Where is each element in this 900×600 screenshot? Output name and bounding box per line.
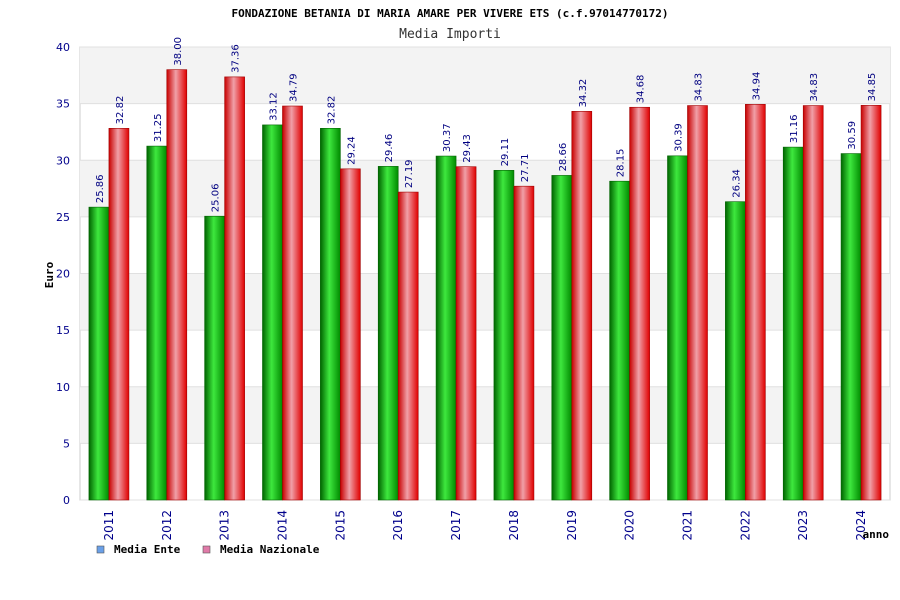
bar-media-ente-2013 [204,215,225,501]
value-label: 33.12 [269,92,280,121]
bar-media-nazionale-2015 [340,168,361,501]
bar-media-nazionale-2016 [397,191,419,501]
bar-media-ente-2017 [435,155,457,501]
value-label: 30.39 [674,123,685,152]
bar-media-ente-2014 [262,124,283,501]
value-label: 38.00 [173,37,184,66]
y-tick-label: 5 [63,437,70,450]
y-tick-label: 25 [56,211,70,224]
bar-media-ente-2011 [88,206,110,501]
bar-media-nazionale-2018 [513,185,535,501]
legend-label: Media Ente [114,543,181,556]
value-label: 25.06 [211,184,222,213]
y-axis-ticks: 0 5 10 15 20 25 30 35 40 [56,41,70,507]
bar-media-nazionale-2021 [687,105,708,501]
value-label: 29.11 [500,138,511,167]
x-axis-label: anno [863,528,890,541]
y-tick-label: 15 [56,324,70,337]
y-tick-label: 35 [56,98,70,111]
y-tick-label: 30 [56,154,70,167]
bar-media-ente-2021 [667,155,688,501]
bar-media-nazionale-2014 [282,105,303,501]
x-axis-ticks: 2011 2012 2013 2014 2015 2016 2017 2018 2019 2020… [102,510,868,541]
y-tick-label: 20 [56,268,70,281]
bar-media-ente-2016 [377,166,399,501]
value-label: 29.43 [462,134,473,163]
bar-media-nazionale-2019 [571,111,593,501]
grid-band [80,160,890,217]
legend: Media Ente Media Nazionale [96,543,320,556]
value-label: 28.66 [558,143,569,172]
value-label: 29.46 [384,134,395,163]
grid-band [80,273,890,331]
x-tick-label: 2019 [565,510,579,541]
value-label: 31.16 [789,114,800,143]
value-label: 26.34 [731,169,742,198]
value-label: 34.85 [867,73,878,102]
grid-band [80,386,890,444]
grid-band [80,47,890,104]
bar-media-ente-2018 [493,170,515,501]
legend-swatch [202,545,211,554]
bars: 25.86 32.82 31.25 38.00 25.06 37.36 33.12 34.79… [88,37,882,501]
x-tick-label: 2023 [796,510,810,541]
x-tick-label: 2021 [681,510,695,541]
x-tick-label: 2012 [160,510,174,541]
legend-label: Media Nazionale [220,543,320,556]
bar-media-nazionale-2017 [455,166,477,501]
x-tick-label: 2016 [391,510,405,541]
value-label: 32.82 [115,96,126,125]
value-label: 32.82 [326,96,337,125]
bar-media-ente-2015 [320,128,341,501]
value-label: 25.86 [95,174,106,203]
x-tick-label: 2015 [333,510,347,541]
value-label: 34.83 [694,73,705,102]
value-label: 30.59 [847,121,858,150]
bar-media-nazionale-2024 [860,105,882,501]
value-label: 34.32 [578,79,589,108]
value-label: 30.37 [442,123,453,152]
value-label: 27.71 [520,154,531,183]
y-tick-label: 40 [56,41,70,54]
bar-media-ente-2024 [840,153,862,501]
value-label: 29.24 [346,136,357,165]
bar-media-nazionale-2013 [224,76,245,501]
value-label: 34.83 [809,73,820,102]
x-tick-label: 2017 [449,510,463,541]
legend-swatch [96,545,105,554]
bar-media-nazionale-2020 [629,106,650,501]
bar-media-ente-2019 [551,175,573,501]
y-tick-label: 10 [56,381,70,394]
bar-media-ente-2023 [782,146,804,501]
x-tick-label: 2014 [276,510,290,541]
bar-media-ente-2020 [609,180,630,501]
bar-media-nazionale-2012 [166,69,188,501]
value-label: 31.25 [153,113,164,142]
bar-media-nazionale-2011 [108,128,130,501]
bar-media-ente-2012 [146,145,168,501]
value-label: 28.15 [616,149,627,178]
value-label: 37.36 [231,44,242,73]
bar-media-ente-2022 [725,201,746,501]
x-tick-label: 2018 [507,510,521,541]
y-axis-label: Euro [43,261,56,288]
value-label: 27.19 [404,159,415,188]
bar-media-nazionale-2022 [745,104,766,501]
bar-media-nazionale-2023 [802,105,824,501]
x-tick-label: 2011 [102,510,116,541]
x-tick-label: 2020 [623,510,637,541]
value-label: 34.79 [289,73,300,102]
value-label: 34.94 [751,72,762,101]
value-label: 34.68 [636,75,647,104]
x-tick-label: 2013 [218,510,232,541]
chart-subtitle: Media Importi [399,27,501,42]
x-tick-label: 2022 [738,510,752,541]
chart-title: FONDAZIONE BETANIA DI MARIA AMARE PER VI… [231,7,668,20]
y-tick-label: 0 [63,494,70,507]
x-tick-label: 2024 [854,510,868,541]
